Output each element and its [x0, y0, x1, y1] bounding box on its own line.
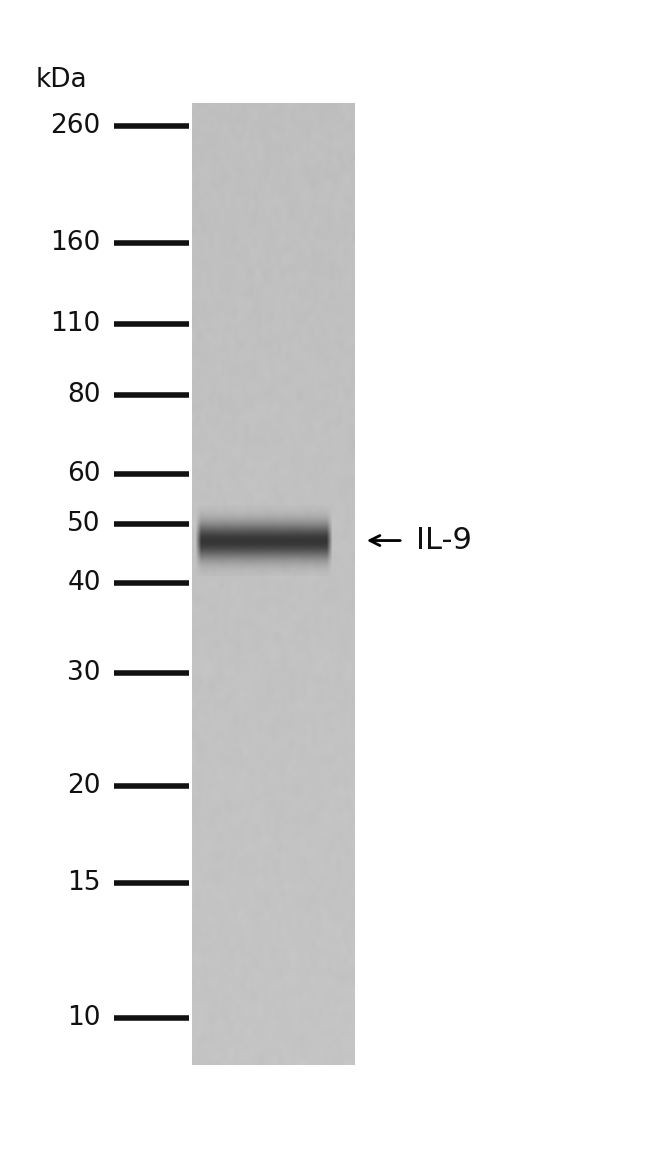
Text: 20: 20	[67, 773, 101, 799]
Text: 30: 30	[67, 660, 101, 686]
Text: 15: 15	[67, 870, 101, 896]
Text: 60: 60	[67, 461, 101, 487]
Text: 260: 260	[51, 113, 101, 139]
Text: 160: 160	[51, 230, 101, 256]
Text: 10: 10	[67, 1005, 101, 1031]
Text: 110: 110	[51, 311, 101, 337]
Text: 40: 40	[67, 570, 101, 596]
Text: kDa: kDa	[36, 67, 87, 92]
Text: 80: 80	[67, 383, 101, 408]
Text: IL-9: IL-9	[416, 526, 472, 555]
Text: 50: 50	[67, 511, 101, 537]
